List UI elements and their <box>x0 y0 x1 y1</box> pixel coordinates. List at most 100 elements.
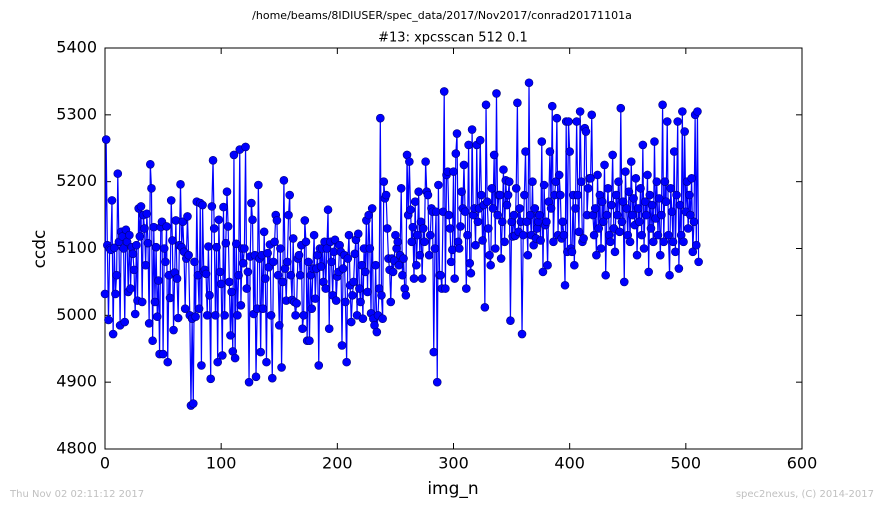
point <box>496 254 506 263</box>
point <box>649 237 658 247</box>
x-tick-label: 200 <box>322 454 353 473</box>
point <box>430 244 440 253</box>
point <box>614 177 623 186</box>
point <box>364 210 373 220</box>
point <box>327 257 336 267</box>
point <box>576 177 586 186</box>
point <box>242 284 252 293</box>
point <box>658 100 667 110</box>
point <box>214 215 224 225</box>
point <box>298 324 307 334</box>
point <box>147 184 156 193</box>
point <box>654 194 664 203</box>
point <box>549 237 558 247</box>
point <box>408 222 418 232</box>
point <box>406 205 415 215</box>
point <box>486 260 495 270</box>
point <box>303 257 313 267</box>
point <box>108 329 118 339</box>
point <box>481 100 491 110</box>
point <box>612 210 622 220</box>
point <box>463 230 472 240</box>
point <box>625 237 635 247</box>
point <box>148 336 157 346</box>
point <box>140 224 149 233</box>
point <box>204 242 213 251</box>
point <box>450 274 459 283</box>
point <box>284 210 293 220</box>
point <box>372 327 382 337</box>
point <box>130 309 140 319</box>
point <box>691 240 701 250</box>
point <box>461 284 471 293</box>
point <box>343 254 353 263</box>
point <box>323 205 333 215</box>
point <box>158 349 168 359</box>
point <box>499 165 508 174</box>
point <box>100 289 110 299</box>
point <box>184 250 193 260</box>
point <box>603 184 613 193</box>
footer-left: Thu Nov 02 02:11:12 2017 <box>9 489 144 500</box>
point <box>420 237 429 247</box>
point <box>346 317 356 327</box>
point <box>471 240 480 250</box>
point <box>640 197 650 207</box>
point <box>273 270 283 280</box>
point <box>602 210 612 220</box>
point <box>618 197 628 207</box>
point <box>432 377 442 387</box>
point <box>628 210 637 220</box>
point <box>546 204 556 213</box>
point <box>610 247 620 257</box>
point <box>596 244 606 253</box>
y-tick-label: 4800 <box>56 439 97 458</box>
point <box>236 301 246 310</box>
point <box>666 184 676 193</box>
point <box>111 289 120 299</box>
point <box>485 250 494 260</box>
point <box>154 276 163 285</box>
point <box>439 87 449 96</box>
point <box>624 187 634 196</box>
y-tick-label: 5100 <box>56 238 97 257</box>
point <box>277 363 286 372</box>
point <box>597 197 607 207</box>
point <box>266 311 276 320</box>
point <box>679 237 688 247</box>
point <box>467 125 477 134</box>
point <box>409 274 419 283</box>
point <box>465 258 475 268</box>
point <box>459 160 469 170</box>
point <box>301 237 311 247</box>
point <box>551 177 561 186</box>
point <box>220 311 229 320</box>
point <box>661 197 671 207</box>
point <box>633 204 643 213</box>
footer-right: spec2nexus, (C) 2014-2017 <box>736 489 874 500</box>
point <box>274 321 284 330</box>
point <box>457 187 466 196</box>
point <box>495 190 505 200</box>
point <box>484 224 493 233</box>
point <box>448 245 457 255</box>
point <box>104 315 113 325</box>
point <box>503 190 513 200</box>
point <box>632 250 642 260</box>
point <box>288 234 298 243</box>
point <box>399 254 408 263</box>
point <box>233 311 242 320</box>
point <box>194 304 204 313</box>
point <box>685 190 694 200</box>
point <box>216 279 226 289</box>
point <box>455 244 464 253</box>
point <box>202 311 212 320</box>
point <box>506 316 515 325</box>
point <box>101 135 111 144</box>
point <box>393 237 403 247</box>
point <box>247 198 256 208</box>
point <box>244 377 254 387</box>
point <box>657 210 666 220</box>
point <box>653 230 663 240</box>
point <box>678 107 687 116</box>
